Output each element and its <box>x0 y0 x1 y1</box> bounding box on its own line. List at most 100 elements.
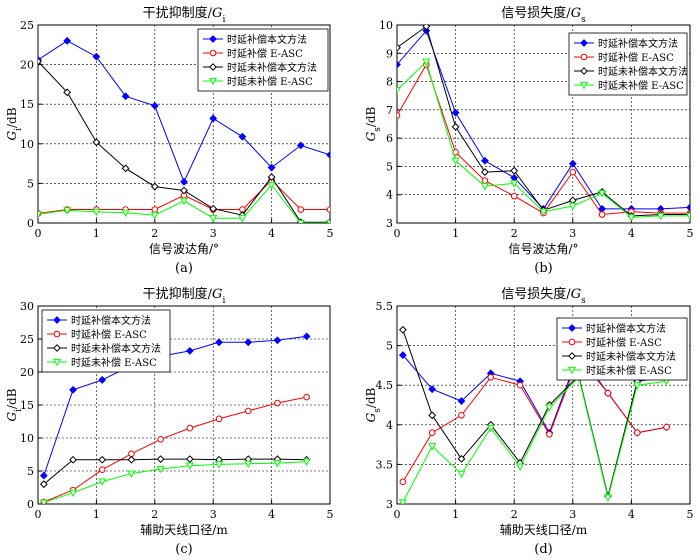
series-3-point <box>302 458 311 466</box>
x-tick-label: 2 <box>511 508 518 521</box>
y-tick-label: 10 <box>20 432 34 445</box>
series-2-point <box>39 480 48 489</box>
series-3-point <box>516 463 525 472</box>
series-3-point <box>238 215 247 223</box>
legend-marker-0 <box>568 324 576 332</box>
x-axis-label: 辅助天线口径/m <box>500 523 588 537</box>
x-axis-label: 辅助天线口径/m <box>140 523 228 537</box>
legend-marker-3 <box>567 366 577 375</box>
x-axis-label: 信号波达角/° <box>149 242 219 256</box>
y-tick-label: 4 <box>386 419 393 432</box>
series-1-point <box>399 478 407 486</box>
series-1-point <box>186 424 194 432</box>
legend-label-2: 时延未补偿本文方法 <box>227 61 317 74</box>
series-1-point <box>274 399 281 407</box>
x-tick-label: 3 <box>210 227 217 240</box>
legend-label-0: 时延补偿本文方法 <box>71 314 151 327</box>
x-axis-label: 信号波达角/° <box>508 242 578 256</box>
series-0-point <box>568 159 577 168</box>
legend-label-1: 时延补偿 E-ASC <box>598 51 674 64</box>
series-3-point <box>179 197 189 206</box>
legend-marker-2 <box>209 63 217 71</box>
series-line-3 <box>402 376 667 503</box>
x-tick-label: 2 <box>511 227 518 240</box>
series-line-0 <box>43 335 307 476</box>
chart-title: 信号损失度/Gs <box>501 5 586 25</box>
x-tick-label: 0 <box>35 227 42 240</box>
x-tick-label: 0 <box>394 508 401 521</box>
series-3-point <box>451 157 460 166</box>
series-3-point <box>214 461 224 469</box>
series-1-point <box>569 168 577 176</box>
y-tick-label: 30 <box>20 300 34 313</box>
series-1-point <box>487 373 495 381</box>
series-2-point <box>397 43 401 52</box>
y-tick-label: 0 <box>27 498 34 511</box>
y-axis-label: Gs/dB <box>364 387 383 422</box>
chart-panel-3: 0 1 2 3 4 5 3 3.5 4 4.5 5 5.5 信号损失度/Gs 辅助天线口径/m Gs/dB (… <box>364 286 694 557</box>
legend-marker-1 <box>568 338 576 346</box>
y-tick-label: 3 <box>386 217 393 230</box>
series-0-point <box>273 336 282 345</box>
legend-label-2: 时延未补偿本文方法 <box>586 350 676 363</box>
series-2-point <box>69 455 77 464</box>
panel-label: (b) <box>534 261 552 276</box>
plot-frame <box>37 24 331 224</box>
series-0-point <box>398 351 407 360</box>
series-0-point <box>296 141 305 150</box>
series-1-point <box>215 415 223 423</box>
series-0-point <box>63 36 72 45</box>
series-1-point <box>546 431 553 438</box>
legend-marker-2 <box>568 352 576 360</box>
legend-label-2: 时延未补偿本文方法 <box>598 65 688 78</box>
series-3-point <box>486 424 495 433</box>
x-tick-label: 3 <box>569 508 576 521</box>
x-tick-label: 1 <box>452 227 459 240</box>
legend-marker-3 <box>208 77 218 86</box>
y-tick-label: 4.5 <box>376 379 394 392</box>
chart-title: 干扰抑制度/Gi <box>143 5 226 25</box>
y-axis-label: Gs/dB <box>364 106 383 141</box>
chart-panel-2: 0 1 2 3 4 5 0 5 10 15 20 25 30 干扰抑制度/Gi 辅助天线口径/m Gi/dB (… <box>5 286 334 557</box>
y-tick-label: 4 <box>386 189 393 202</box>
series-0-point <box>451 108 460 117</box>
series-0-point <box>92 52 101 61</box>
legend-marker-1 <box>580 53 588 61</box>
series-3-point <box>63 207 72 215</box>
series-3-point <box>397 86 402 95</box>
series-2-point <box>209 204 218 213</box>
x-tick-label: 5 <box>327 508 334 521</box>
series-3-point <box>480 183 489 191</box>
series-3-point <box>539 208 548 216</box>
series-1-point <box>516 381 524 389</box>
x-tick-label: 4 <box>268 227 275 240</box>
legend-marker-1 <box>209 49 217 57</box>
series-3-point <box>568 202 577 211</box>
series-1-point <box>151 206 159 213</box>
legend-label-3: 时延未补偿 E-ASC <box>586 364 672 377</box>
legend-label-0: 时延补偿本文方法 <box>598 37 678 50</box>
series-1-point <box>303 393 310 401</box>
series-0-point <box>180 177 188 186</box>
y-tick-label: 20 <box>20 59 34 72</box>
series-3-point <box>39 499 48 504</box>
series-1-point <box>128 450 135 458</box>
series-1-point <box>297 206 305 213</box>
series-line-2 <box>402 329 667 497</box>
y-tick-label: 5 <box>27 465 34 478</box>
legend-label-0: 时延补偿本文方法 <box>227 33 307 46</box>
series-2-point <box>150 182 159 191</box>
legend-label-3: 时延未补偿 E-ASC <box>71 356 157 369</box>
x-tick-label: 2 <box>151 508 158 521</box>
y-tick-label: 15 <box>20 98 34 111</box>
panel-label: (c) <box>175 542 192 557</box>
series-3-point <box>209 215 218 223</box>
y-tick-label: 5 <box>386 160 393 173</box>
y-tick-label: 7 <box>386 104 393 117</box>
series-2-point <box>457 454 466 463</box>
series-2-point <box>398 325 407 334</box>
panel-label: (d) <box>534 542 552 557</box>
y-tick-label: 10 <box>379 19 393 32</box>
